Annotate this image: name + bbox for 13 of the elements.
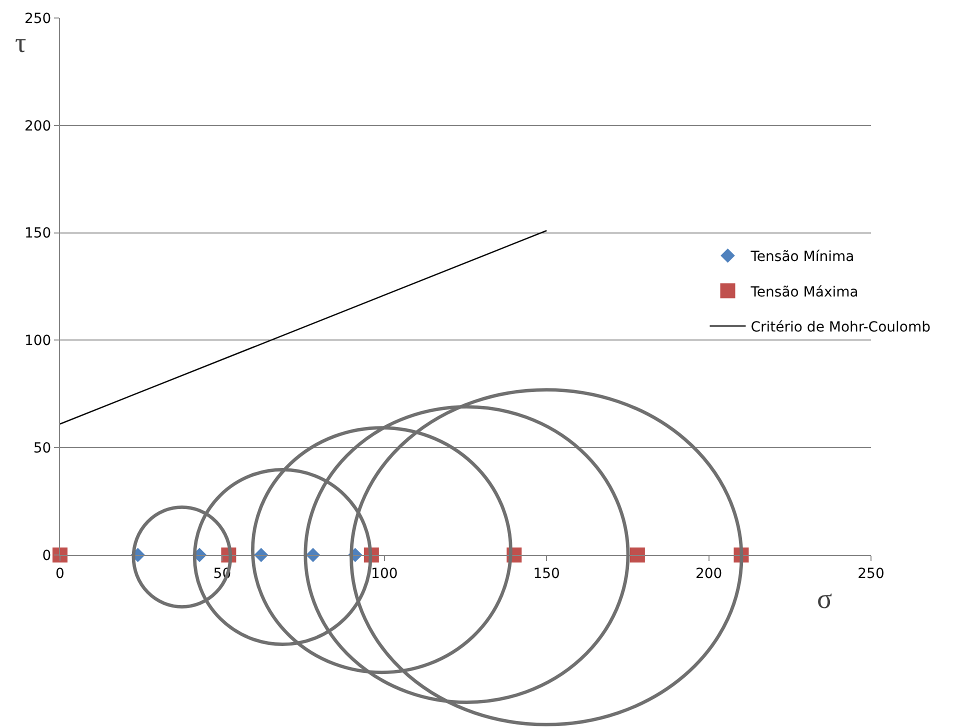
y-axis-title: τ	[15, 28, 26, 59]
y-tick-label: 200	[24, 118, 52, 134]
x-tick-label: 250	[858, 566, 884, 582]
y-tick-label: 150	[24, 226, 52, 242]
y-tick-label: 0	[42, 548, 52, 564]
x-tick-label: 0	[56, 566, 64, 582]
y-tick-label: 250	[24, 10, 52, 27]
legend-label: Critério de Mohr-Coulomb	[750, 319, 931, 336]
legend-label: Tensão Máxima	[750, 284, 858, 300]
y-tick-label: 100	[24, 333, 52, 350]
x-axis-title: σ	[817, 584, 832, 615]
legend-label: Tensão Mínima	[750, 249, 854, 266]
y-tick-label: 50	[33, 440, 52, 456]
